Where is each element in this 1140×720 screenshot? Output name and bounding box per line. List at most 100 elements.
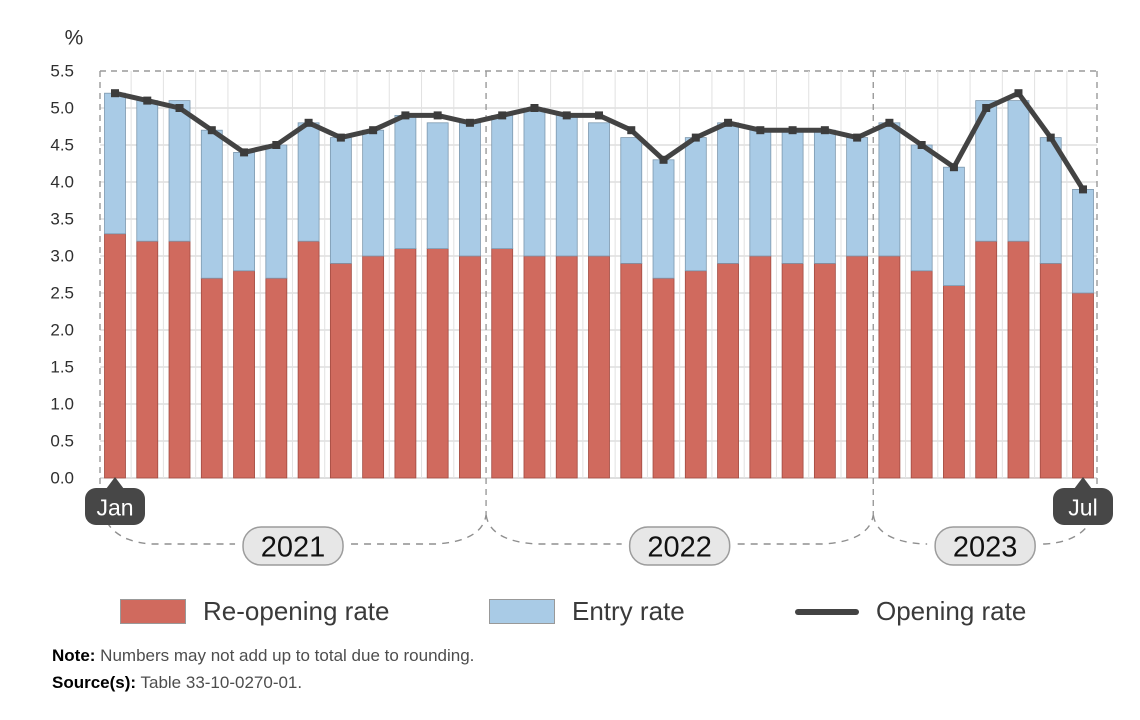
bar-reopening-Dec 2022 [846, 255, 869, 479]
year-bracket [99, 496, 236, 545]
opening-rate-marker-Jul 2021 [304, 118, 313, 127]
opening-rate-marker-Jan 2021 [111, 89, 119, 98]
month-badge-Jul [1053, 488, 1113, 525]
opening-rate-marker-May 2023 [1014, 89, 1023, 98]
opening-rate-marker-May 2022 [627, 126, 636, 135]
opening-rate-marker-Nov 2021 [433, 111, 442, 120]
bar-reopening-Jul 2022 [684, 270, 707, 479]
bar-reopening-Aug 2022 [717, 262, 739, 479]
legend-item-opening: Opening rate [795, 596, 1026, 627]
bar-entry-Feb 2023 [910, 144, 933, 272]
bar-reopening-Nov 2022 [813, 262, 836, 479]
bar-entry-May 2023 [1007, 100, 1030, 242]
opening-rate-marker-Apr 2022 [595, 111, 603, 120]
bar-reopening-Jun 2022 [652, 277, 675, 479]
bar-reopening-Mar 2021 [168, 240, 191, 479]
bar-reopening-Apr 2022 [588, 255, 610, 479]
opening-rate-marker-Aug 2022 [724, 118, 733, 127]
y-tick-label: 3.5 [50, 210, 74, 229]
note-text: Numbers may not add up to total due to r… [95, 646, 475, 665]
bar-reopening-Jan 2023 [878, 255, 901, 479]
bar-reopening-Jan 2022 [491, 248, 514, 479]
y-tick-label: 0.5 [50, 432, 74, 451]
bar-entry-Dec 2021 [459, 122, 481, 257]
chart-legend: Re-opening rate Entry rate Opening rate [0, 0, 1140, 626]
legend-item-reopening: Re-opening rate [120, 596, 389, 627]
opening-rate-marker-Jan 2023 [885, 118, 894, 127]
opening-rate-marker-Feb 2021 [143, 96, 152, 105]
year-pill-2022 [628, 526, 731, 566]
y-tick-label: 1.0 [50, 395, 74, 414]
bar-reopening-May 2021 [233, 270, 255, 479]
opening-rate-marker-Feb 2022 [530, 104, 539, 112]
opening-rate-marker-Jan 2022 [498, 111, 507, 120]
bar-reopening-Nov 2021 [426, 248, 449, 479]
bar-reopening-Dec 2021 [459, 255, 481, 479]
bar-entry-Dec 2022 [846, 137, 869, 257]
bar-entry-May 2022 [620, 137, 643, 264]
bar-entry-Jul 2022 [684, 137, 707, 272]
bar-entry-Mar 2021 [168, 100, 191, 242]
opening-rate-marker-Jun 2023 [1046, 133, 1055, 142]
opening-rate-marker-Apr 2021 [207, 126, 216, 135]
bar-entry-Apr 2021 [200, 129, 223, 279]
bar-entry-Nov 2021 [426, 122, 449, 250]
y-tick-label: 4.5 [50, 136, 74, 155]
bar-reopening-May 2023 [1007, 240, 1030, 479]
opening-rate-marker-Sep 2022 [756, 126, 765, 135]
y-tick-label: 2.5 [50, 284, 74, 303]
bar-entry-Jan 2022 [491, 115, 514, 249]
y-tick-label: 4.0 [50, 173, 74, 192]
year-pill-label: 2022 [647, 532, 712, 564]
source-line: Source(s): Table 33-10-0270-01. [52, 673, 302, 693]
bar-entry-Mar 2022 [555, 115, 578, 257]
opening-rate-marker-Dec 2021 [465, 118, 474, 127]
y-tick-label: 0.0 [50, 469, 74, 488]
opening-rate-marker-Mar 2022 [562, 111, 571, 120]
opening-rate-marker-Jul 2022 [691, 133, 700, 142]
bar-entry-Mar 2023 [943, 166, 965, 286]
year-bracket [872, 514, 928, 545]
legend-label-entry: Entry rate [572, 596, 685, 626]
opening-rate-marker-Aug 2021 [336, 133, 345, 142]
bar-reopening-Jun 2021 [265, 277, 288, 479]
bar-entry-Sep 2021 [362, 129, 385, 257]
opening-rate-marker-Mar 2021 [175, 104, 184, 112]
bar-reopening-Feb 2022 [523, 255, 546, 479]
source-text: Table 33-10-0270-01. [136, 673, 303, 692]
year-bracket [737, 514, 874, 545]
legend-label-reopening: Re-opening rate [203, 596, 390, 626]
bar-entry-May 2021 [233, 151, 255, 272]
bar-entry-Feb 2022 [523, 107, 546, 257]
bar-entry-Jun 2022 [652, 159, 675, 279]
year-bracket [351, 514, 487, 545]
month-badge-label: Jan [96, 495, 133, 521]
year-pill-label: 2023 [953, 532, 1018, 564]
opening-rate-marker-Jun 2022 [659, 155, 668, 164]
y-tick-label: 5.5 [50, 62, 74, 81]
rate-chart: 0.0 0.5 1.0 1.5 2.0 2.5 3.0 3.5 4.0 4.5 5.0 5.5% 202… [50, 27, 1113, 566]
opening-rate-marker-Nov 2022 [820, 126, 829, 135]
bar-reopening-Sep 2021 [362, 255, 385, 479]
bar-entry-Apr 2023 [975, 100, 998, 242]
opening-rate-marker-Oct 2022 [788, 126, 797, 135]
year-pill-2023 [934, 526, 1036, 566]
opening-rate-marker-Mar 2023 [949, 163, 958, 172]
y-tick-label: 3.0 [50, 247, 74, 266]
bar-entry-Oct 2021 [394, 115, 417, 249]
opening-rate-marker-Feb 2023 [917, 141, 926, 149]
reopening-rate-swatch [120, 599, 186, 624]
opening-rate-marker-May 2021 [240, 148, 249, 157]
legend-item-entry: Entry rate [489, 596, 685, 627]
month-badge-Jan [85, 488, 145, 525]
bar-entry-Feb 2021 [136, 100, 159, 242]
bar-reopening-Oct 2021 [394, 248, 417, 479]
bar-reopening-Apr 2021 [200, 277, 223, 479]
opening-rate-line-swatch [795, 608, 859, 615]
bar-entry-Jul 2021 [297, 122, 320, 242]
note-line: Note: Numbers may not add up to total du… [52, 646, 474, 666]
bar-reopening-Sep 2022 [749, 255, 772, 479]
bar-reopening-Jun 2023 [1039, 262, 1062, 479]
bar-reopening-Feb 2023 [910, 270, 933, 479]
bar-entry-Jan 2023 [878, 122, 901, 257]
